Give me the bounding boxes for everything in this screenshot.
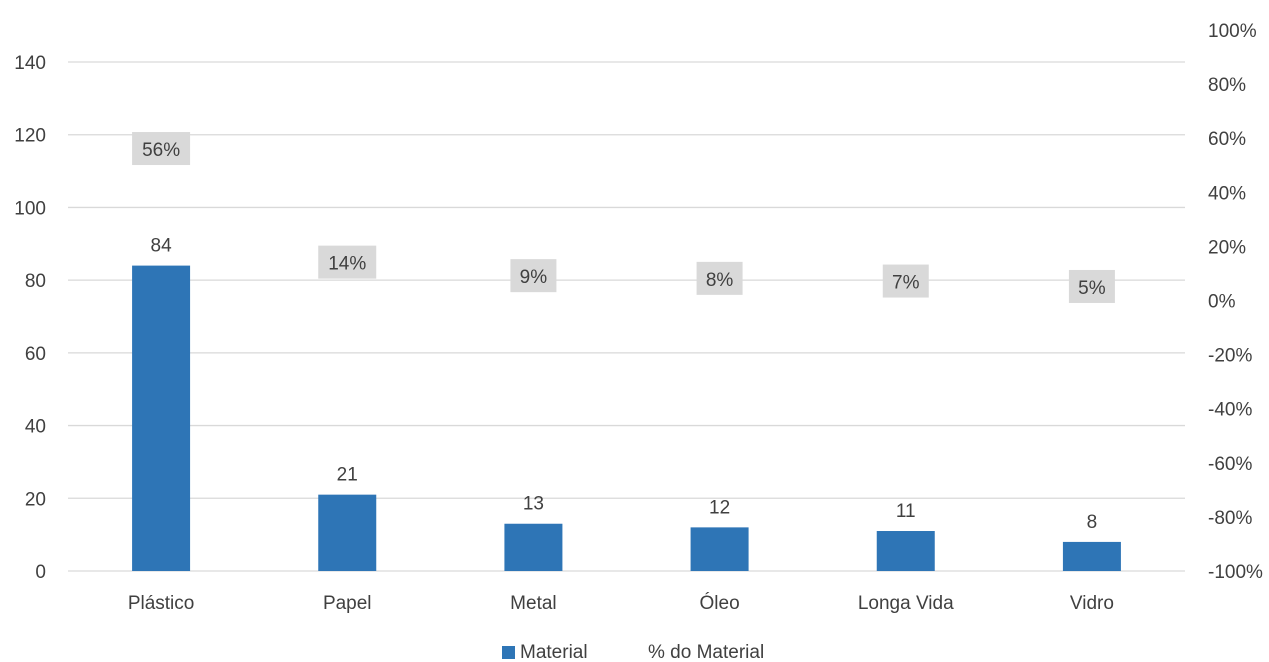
percent-labels: 56% 14% 9% 8% 7% 5% <box>132 132 1115 303</box>
y-tick-label: 0 <box>35 562 46 583</box>
percent-label: 9% <box>520 267 548 288</box>
bar-value-label: 11 <box>896 501 916 522</box>
bar <box>876 531 935 571</box>
y2-tick-label: 60% <box>1208 129 1246 150</box>
bar-value-label: 8 <box>1087 512 1098 533</box>
category-label: Óleo <box>700 592 740 614</box>
gridlines <box>68 61 1185 572</box>
bar-value-label: 13 <box>523 494 544 515</box>
y2-tick-label: 40% <box>1208 183 1246 204</box>
bars-series-material <box>132 265 1121 571</box>
percent-label: 7% <box>892 273 920 294</box>
y2-tick-label: 20% <box>1208 237 1246 258</box>
percent-label-box <box>318 245 377 279</box>
legend-label-percent: % do Material <box>648 642 764 662</box>
y2-tick-label: -100% <box>1208 562 1263 583</box>
y2-tick-label: -80% <box>1208 508 1252 529</box>
category-label: Plástico <box>128 593 195 614</box>
bar <box>690 527 749 571</box>
x-axis-categories: Plástico Papel Metal Óleo Longa Vida Vidro <box>128 592 1114 614</box>
percent-label-box <box>1068 269 1115 303</box>
category-label: Longa Vida <box>858 593 954 614</box>
y-tick-label: 80 <box>25 271 46 292</box>
y2-tick-label: 100% <box>1208 21 1257 42</box>
bar-value-label: 84 <box>151 236 173 257</box>
y2-tick-label: 80% <box>1208 75 1246 96</box>
y-tick-label: 100 <box>14 198 46 219</box>
percent-label: 14% <box>328 254 366 275</box>
y2-tick-label: -40% <box>1208 400 1252 421</box>
percent-label-box <box>510 259 557 293</box>
y2-tick-label: -60% <box>1208 454 1252 475</box>
y-tick-label: 60 <box>25 344 46 365</box>
bar <box>132 265 191 571</box>
category-label: Metal <box>510 593 556 614</box>
category-label: Papel <box>323 593 372 614</box>
bar <box>504 523 563 571</box>
y-axis-primary: 0 20 40 60 80 100 120 140 <box>14 53 46 583</box>
percent-label: 5% <box>1078 278 1106 299</box>
legend-label-material: Material <box>520 642 588 662</box>
percent-label: 8% <box>706 270 734 291</box>
bar <box>1062 541 1121 571</box>
legend-swatch-material <box>502 646 515 659</box>
bar <box>318 494 377 571</box>
bar-value-label: 12 <box>709 497 730 518</box>
legend: Material % do Material <box>502 642 764 662</box>
percent-label-box <box>696 261 743 295</box>
y2-tick-label: 0% <box>1208 292 1236 313</box>
percent-label: 56% <box>142 140 180 161</box>
category-label: Vidro <box>1070 593 1114 614</box>
y-tick-label: 120 <box>14 126 46 147</box>
percent-label-box <box>882 264 929 298</box>
y2-tick-label: -20% <box>1208 346 1252 367</box>
y-tick-label: 40 <box>25 417 46 438</box>
value-labels: 84 21 13 12 11 8 <box>151 236 1098 533</box>
y-tick-label: 20 <box>25 489 46 510</box>
y-axis-secondary: -100% -80% -60% -40% -20% 0% 20% 40% 60% 80% 100% <box>1208 21 1263 583</box>
bar-value-label: 21 <box>337 465 358 486</box>
percent-label-box <box>132 132 191 166</box>
y-tick-label: 140 <box>14 53 46 74</box>
